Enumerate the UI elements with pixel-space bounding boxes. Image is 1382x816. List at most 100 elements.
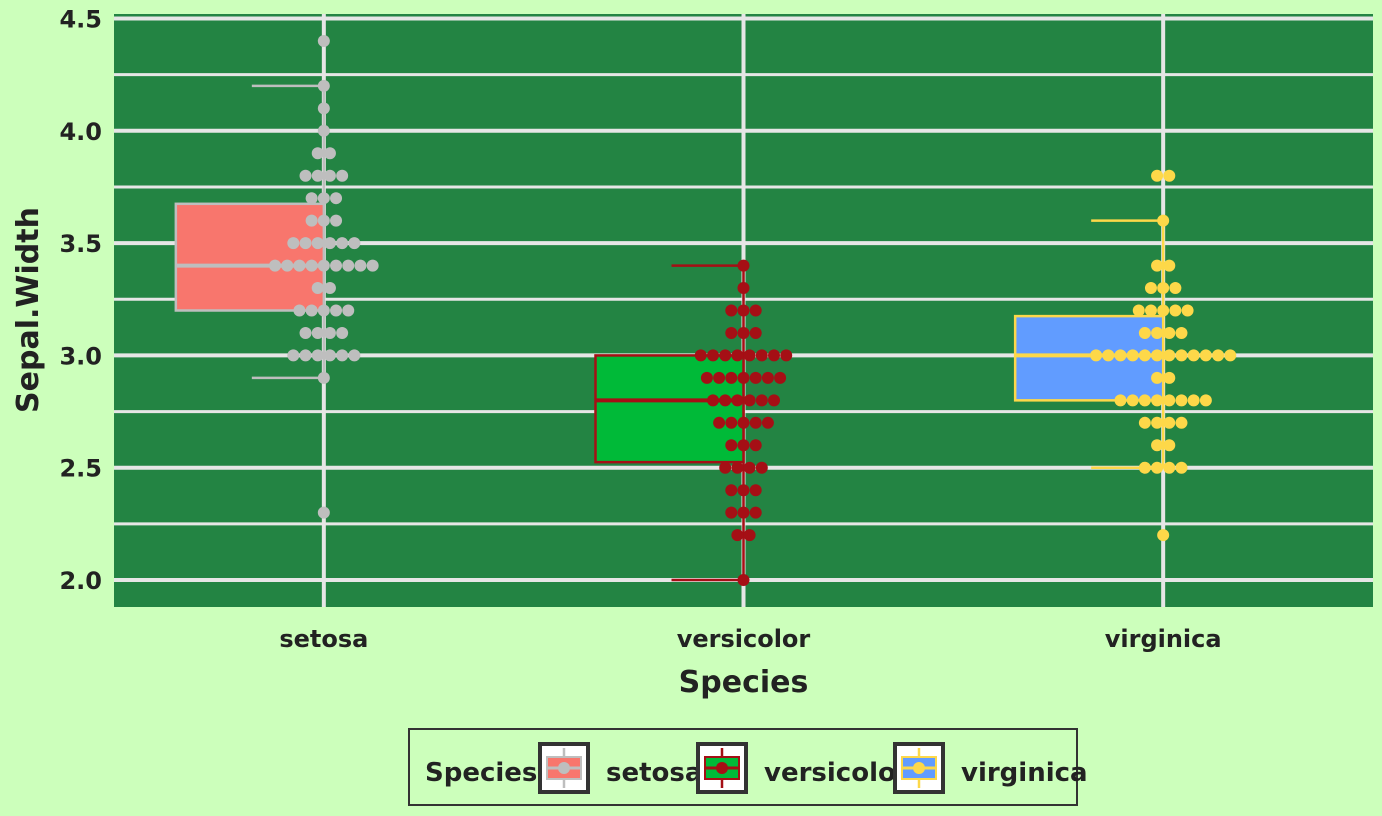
data-point [725,304,738,317]
data-point [1163,349,1176,362]
data-point [731,461,744,474]
data-point [1132,304,1145,317]
x-axis-title: Species [679,665,809,700]
data-point [305,259,318,272]
data-point [330,259,343,272]
data-point [287,237,300,250]
data-point [713,371,726,384]
data-point [293,304,306,317]
data-point [323,169,336,182]
data-point [311,326,324,339]
data-point [323,349,336,362]
data-point [1151,416,1164,429]
y-tick-label: 2.0 [59,567,102,595]
data-point [731,349,744,362]
legend-title: Species [425,758,537,788]
data-point [1151,461,1164,474]
box-iqr [174,202,326,312]
data-point [311,282,324,295]
data-point [317,34,330,47]
data-point [1157,282,1170,295]
x-tick-label: setosa [279,625,368,653]
legend-key-point [913,762,925,774]
data-point [348,237,361,250]
data-point [719,349,732,362]
data-point [1175,394,1188,407]
data-point [1163,259,1176,272]
data-point [317,124,330,137]
y-tick-label: 2.5 [59,455,102,483]
legend: Species setosa versicolor virginica [408,728,1088,806]
y-tick-labels: 2.0 2.5 3.0 3.5 4.0 4.5 [59,5,102,595]
data-point [1138,416,1151,429]
data-point [713,416,726,429]
data-point [336,326,349,339]
data-point [1157,529,1170,542]
data-point [299,349,312,362]
data-point [317,259,330,272]
data-point [749,439,762,452]
data-point [336,169,349,182]
data-point [1144,304,1157,317]
data-point [719,461,732,474]
data-point [323,282,336,295]
data-point [737,282,750,295]
data-point [749,371,762,384]
data-point [1138,461,1151,474]
data-point [1114,349,1127,362]
data-point [1151,394,1164,407]
data-point [299,169,312,182]
data-point [1163,371,1176,384]
data-point [737,326,750,339]
data-point [1199,394,1212,407]
data-point [1163,439,1176,452]
box-iqr [594,354,745,464]
y-tick-label: 4.0 [59,118,102,146]
data-point [737,371,750,384]
data-point [317,506,330,519]
data-point [1175,461,1188,474]
data-point [305,214,318,227]
data-point [1114,394,1127,407]
data-point [768,394,780,407]
data-point [348,349,361,362]
data-point [1175,416,1188,429]
data-point [737,416,750,429]
data-point [323,237,336,250]
data-point [1151,259,1164,272]
data-point [317,192,330,205]
data-point [1212,349,1225,362]
data-point [1157,304,1170,317]
data-point [719,394,732,407]
data-point [317,102,330,115]
data-point [293,259,306,272]
data-point [1151,349,1164,362]
data-point [336,237,349,250]
data-point [1157,214,1170,227]
x-tick-labels: setosa versicolor virginica [279,625,1221,653]
data-point [1163,394,1176,407]
dot-points [269,34,1237,587]
data-point [317,214,330,227]
y-axis-title: Sepal.Width [11,207,46,413]
data-point [700,371,713,384]
data-point [743,349,756,362]
data-point [1224,349,1237,362]
data-point [305,192,318,205]
data-point [299,237,312,250]
data-point [323,147,336,160]
data-point [1144,282,1157,295]
data-point [1175,326,1188,339]
data-point [737,506,750,519]
data-point [317,371,330,384]
y-tick-label: 3.5 [59,230,102,258]
data-point [743,461,756,474]
data-point [336,349,349,362]
data-point [749,416,762,429]
legend-item-setosa: setosa [538,742,702,794]
data-point [1126,349,1139,362]
data-point [737,259,750,272]
data-point [1163,326,1176,339]
data-point [725,416,738,429]
